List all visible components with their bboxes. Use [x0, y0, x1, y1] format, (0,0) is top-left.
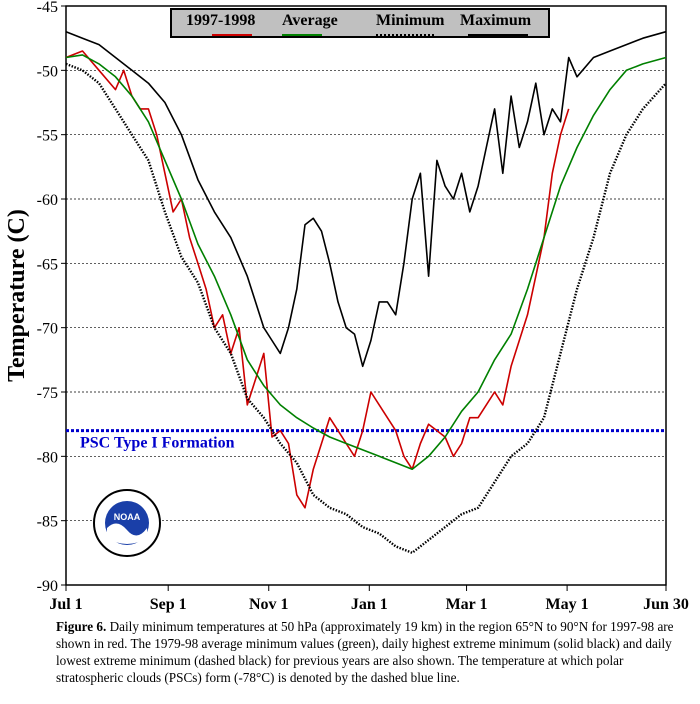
y-axis-label: Temperature (C)	[4, 209, 30, 382]
caption-text: Daily minimum temperatures at 50 hPa (ap…	[56, 619, 674, 685]
series-line-maximum	[65, 30, 667, 368]
legend-label-minimum: Minimum	[376, 12, 445, 29]
y-tick-label: -65	[37, 256, 58, 273]
y-tick-label: -60	[37, 192, 58, 209]
x-tick-label: Jul 1	[49, 596, 82, 613]
y-tick-label: -70	[37, 321, 58, 338]
legend-swatch-maximum	[468, 34, 528, 36]
chart-legend: 1997-1998 Average Minimum Maximum	[170, 8, 550, 38]
series-line-1997-1998	[65, 50, 570, 509]
plot-area	[65, 5, 667, 586]
x-tick-label: Sep 1	[150, 596, 187, 613]
y-tick-label: -90	[37, 578, 58, 595]
y-tick-label: -85	[37, 514, 58, 531]
series-line-minimum	[65, 62, 667, 554]
caption-label: Figure 6.	[56, 619, 107, 634]
legend-swatch-average	[282, 34, 322, 36]
legend-label-maximum: Maximum	[460, 12, 532, 29]
y-tick-label: -75	[37, 385, 58, 402]
y-tick-label: -45	[37, 0, 58, 16]
noaa-logo: NOAA	[92, 488, 162, 558]
x-tick-label: Nov 1	[249, 596, 289, 613]
chart-container: -45 -50 -55 -60 -65 -70 -75 -80 -85 -90 Jul 1 Sep 1…	[4, 0, 689, 613]
x-tick-label: May 1	[546, 596, 589, 613]
y-tick-label: -80	[37, 449, 58, 466]
noaa-logo-text: NOAA	[114, 512, 141, 522]
x-tick-label: Jan 1	[351, 596, 388, 613]
legend-swatch-minimum	[376, 34, 434, 36]
y-tick-label: -50	[37, 63, 58, 80]
figure-caption: Figure 6. Daily minimum temperatures at …	[56, 618, 686, 686]
legend-label-1997-1998: 1997-1998	[186, 12, 256, 29]
x-tick-label: Jun 30	[643, 596, 689, 613]
y-tick-label: -55	[37, 128, 58, 145]
series-line-average	[65, 54, 667, 471]
legend-label-average: Average	[282, 12, 338, 29]
legend-swatch-1997-1998	[212, 34, 252, 36]
x-tick-label: Mar 1	[446, 596, 488, 613]
psc-threshold-label: PSC Type I Formation	[80, 435, 235, 452]
